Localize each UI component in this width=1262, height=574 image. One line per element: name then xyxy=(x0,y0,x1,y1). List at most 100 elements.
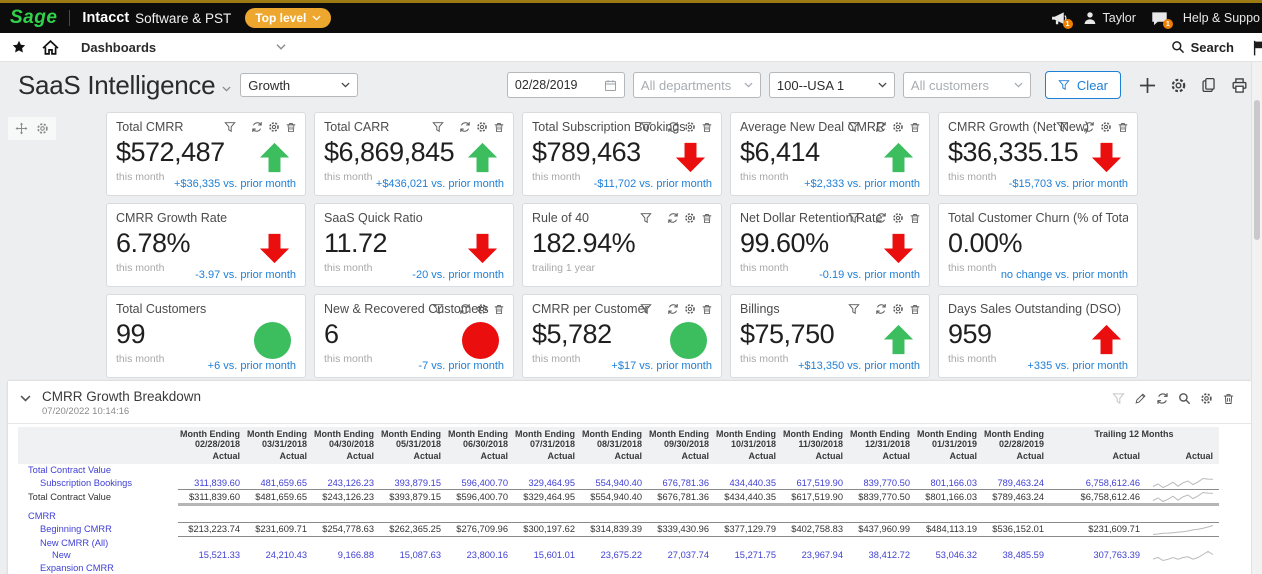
kpi-delta-link[interactable]: +$17 vs. prior month xyxy=(611,360,712,372)
collapse-chevron-icon[interactable] xyxy=(20,395,31,402)
filter-icon[interactable] xyxy=(1112,392,1125,405)
trash-icon[interactable] xyxy=(1117,121,1129,133)
table-cell[interactable]: 434,440.35 xyxy=(714,476,781,490)
gear-icon[interactable] xyxy=(268,121,280,133)
table-cell[interactable]: 38,412.72 xyxy=(868,550,910,560)
refresh-icon[interactable] xyxy=(875,303,887,315)
table-group-label[interactable]: Total Contract Value xyxy=(28,465,112,475)
table-cell[interactable]: 15,601.01 xyxy=(533,550,575,560)
table-cell[interactable]: 329,464.95 xyxy=(513,476,580,490)
filter-icon[interactable] xyxy=(848,121,860,133)
kpi-delta-link[interactable]: -$15,703 vs. prior month xyxy=(1008,178,1128,190)
kpi-delta-link[interactable]: +335 vs. prior month xyxy=(1027,360,1128,372)
title-chevron-icon[interactable] xyxy=(222,86,231,92)
kpi-delta-link[interactable]: +$36,335 vs. prior month xyxy=(174,178,296,190)
gear-icon[interactable] xyxy=(1170,77,1187,94)
kpi-delta-link[interactable]: +$2,333 vs. prior month xyxy=(804,178,920,190)
trash-icon[interactable] xyxy=(1222,392,1235,405)
trash-icon[interactable] xyxy=(493,303,505,315)
dashboards-menu-chevron[interactable] xyxy=(276,44,286,50)
gear-icon[interactable] xyxy=(892,212,904,224)
table-cell[interactable]: 676,781.36 xyxy=(647,476,714,490)
add-component-icon[interactable] xyxy=(1139,77,1156,94)
gear-icon[interactable] xyxy=(892,303,904,315)
print-icon[interactable] xyxy=(1231,77,1248,94)
dashboard-view-select[interactable]: Growth xyxy=(240,73,359,97)
table-cell[interactable]: 38,485.59 xyxy=(1002,550,1044,560)
favorites-button[interactable] xyxy=(12,40,26,54)
gear-icon[interactable] xyxy=(684,303,696,315)
filter-icon[interactable] xyxy=(640,303,652,315)
copy-icon[interactable] xyxy=(1201,77,1217,93)
dashboards-menu[interactable]: Dashboards xyxy=(81,39,157,55)
table-cell[interactable]: 554,940.40 xyxy=(580,476,647,490)
gear-icon[interactable] xyxy=(1200,392,1213,405)
table-row-label[interactable]: Subscription Bookings xyxy=(40,477,132,488)
kpi-delta-link[interactable]: no change vs. prior month xyxy=(1000,269,1128,281)
filter-icon[interactable] xyxy=(1056,121,1068,133)
clear-filters-button[interactable]: Clear xyxy=(1044,71,1121,99)
kpi-delta-link[interactable]: -0.19 vs. prior month xyxy=(819,269,920,281)
trash-icon[interactable] xyxy=(909,303,921,315)
table-cell[interactable]: 23,800.16 xyxy=(466,550,508,560)
scrollbar-thumb[interactable] xyxy=(1254,100,1260,240)
table-row-label[interactable]: Total Contract Value xyxy=(28,492,112,502)
filter-icon[interactable] xyxy=(224,121,236,133)
kpi-delta-link[interactable]: +6 vs. prior month xyxy=(207,360,296,372)
help-support-link[interactable]: Help & Suppo xyxy=(1182,11,1260,25)
kpi-delta-link[interactable]: +$436,021 vs. prior month xyxy=(375,178,504,190)
pencil-icon[interactable] xyxy=(1134,392,1147,405)
filter-icon[interactable] xyxy=(432,121,444,133)
gear-icon[interactable] xyxy=(684,121,696,133)
filter-icon[interactable] xyxy=(432,303,444,315)
trailing-value-cell[interactable]: 6,758,612.46 xyxy=(1049,476,1145,490)
gear-icon[interactable] xyxy=(684,212,696,224)
table-cell[interactable]: 15,521.33 xyxy=(198,550,240,560)
refresh-icon[interactable] xyxy=(459,303,471,315)
chat-button[interactable]: 1 xyxy=(1151,11,1173,29)
trash-icon[interactable] xyxy=(285,121,297,133)
gear-icon[interactable] xyxy=(476,121,488,133)
table-cell[interactable]: 23,967.94 xyxy=(801,550,843,560)
table-cell[interactable]: 789,463.24 xyxy=(982,476,1049,490)
refresh-icon[interactable] xyxy=(667,303,679,315)
table-cell[interactable]: 596,400.70 xyxy=(446,476,513,490)
announcements-button[interactable]: 1 xyxy=(1051,11,1073,29)
table-cell[interactable]: 393,879.15 xyxy=(379,476,446,490)
refresh-icon[interactable] xyxy=(875,212,887,224)
table-row-label[interactable]: New xyxy=(52,550,71,560)
table-cell[interactable]: 53,046.32 xyxy=(935,550,977,560)
departments-select[interactable]: All departments xyxy=(632,72,761,98)
move-handle-icon[interactable] xyxy=(15,122,28,135)
table-cell[interactable]: 481,659.65 xyxy=(245,476,312,490)
kpi-delta-link[interactable]: -20 vs. prior month xyxy=(412,269,504,281)
filter-icon[interactable] xyxy=(848,303,860,315)
table-cell[interactable]: 15,271.75 xyxy=(734,550,776,560)
vertical-scrollbar[interactable] xyxy=(1251,62,1262,574)
trash-icon[interactable] xyxy=(909,212,921,224)
trash-icon[interactable] xyxy=(701,121,713,133)
entity-selector-button[interactable]: Top level xyxy=(245,8,332,28)
refresh-icon[interactable] xyxy=(667,121,679,133)
table-cell[interactable]: 24,210.43 xyxy=(265,550,307,560)
gear-icon[interactable] xyxy=(892,121,904,133)
customers-select[interactable]: All customers xyxy=(902,72,1031,98)
trash-icon[interactable] xyxy=(701,303,713,315)
trailing-value-cell[interactable]: 307,763.39 xyxy=(1093,550,1140,560)
table-cell[interactable]: 15,087.63 xyxy=(399,550,441,560)
table-cell[interactable]: 311,839.60 xyxy=(178,476,245,490)
table-group-label[interactable]: Expansion CMRR xyxy=(40,562,114,573)
search-button[interactable]: Search xyxy=(1171,40,1234,55)
refresh-icon[interactable] xyxy=(251,121,263,133)
refresh-icon[interactable] xyxy=(1156,392,1169,405)
zoom-icon[interactable] xyxy=(1178,392,1191,405)
gear-icon[interactable] xyxy=(476,303,488,315)
table-cell[interactable]: 23,675.22 xyxy=(600,550,642,560)
user-menu[interactable]: Taylor xyxy=(1083,11,1136,25)
refresh-icon[interactable] xyxy=(459,121,471,133)
trash-icon[interactable] xyxy=(909,121,921,133)
table-cell[interactable]: 27,037.74 xyxy=(667,550,709,560)
filter-icon[interactable] xyxy=(848,212,860,224)
filter-icon[interactable] xyxy=(640,121,652,133)
refresh-icon[interactable] xyxy=(667,212,679,224)
